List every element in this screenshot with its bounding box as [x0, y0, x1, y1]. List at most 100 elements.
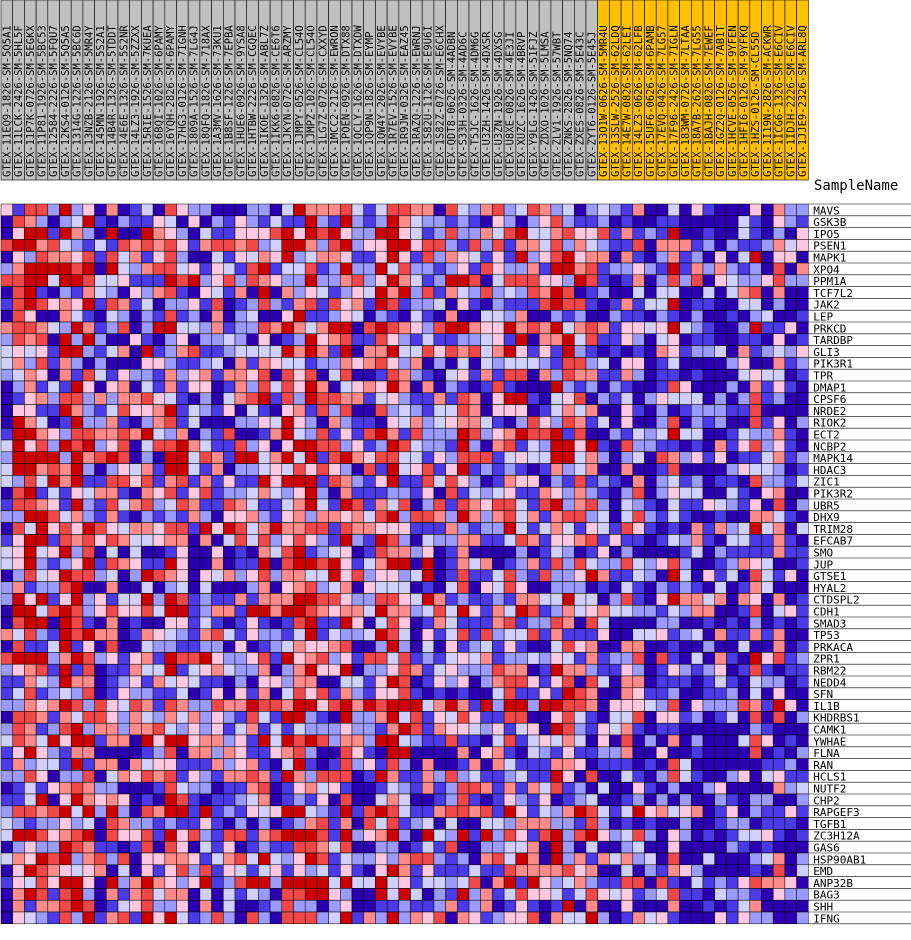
heatmap-cell [94, 663, 107, 677]
heatmap-cell [82, 628, 95, 641]
heatmap-cell [293, 274, 306, 287]
heatmap-cell [562, 793, 575, 807]
heatmap-cell [234, 746, 247, 759]
heatmap-cell [328, 628, 341, 641]
heatmap-cell [726, 899, 739, 913]
heatmap-cell [35, 486, 49, 500]
heatmap-cell [141, 722, 154, 736]
heatmap-cell [796, 793, 809, 807]
heatmap-cell [176, 746, 189, 759]
heatmap-cell [480, 333, 493, 346]
heatmap-cell [574, 734, 587, 748]
heatmap-cell [515, 475, 528, 488]
heatmap-cell [363, 770, 376, 783]
heatmap-cell [609, 616, 622, 630]
heatmap-cell [141, 545, 154, 559]
heatmap-cell [632, 286, 645, 299]
heatmap-cell [94, 829, 107, 842]
heatmap-cell [538, 805, 552, 818]
heatmap-cell [667, 805, 680, 818]
heatmap-cell [761, 687, 774, 700]
heatmap-cell [141, 911, 154, 925]
heatmap-cell [223, 486, 236, 500]
heatmap-cell [375, 286, 388, 299]
heatmap-cell [117, 652, 130, 665]
heatmap-cell [234, 722, 247, 736]
heatmap-cell [176, 498, 189, 512]
heatmap-cell [574, 239, 587, 252]
heatmap-cell [375, 805, 388, 818]
heatmap-cell [550, 203, 563, 217]
heatmap-cell [234, 451, 247, 464]
heatmap-cell [269, 699, 283, 712]
heatmap-cell [70, 593, 84, 606]
heatmap-cell [304, 840, 318, 854]
heatmap-cell [340, 711, 353, 724]
heatmap-cell [468, 321, 481, 335]
heatmap-cell [609, 758, 622, 771]
heatmap-cell [398, 817, 411, 830]
heatmap-cell [340, 687, 353, 700]
heatmap-cell [269, 687, 283, 700]
heatmap-cell [597, 475, 610, 488]
heatmap-cell [187, 805, 201, 818]
heatmap-cell [772, 663, 786, 677]
sample-label: GTEX-U3ZH-1426-SM-4DXSR [481, 31, 493, 177]
heatmap-cell [609, 687, 622, 700]
heatmap-cell [328, 227, 341, 240]
heatmap-cell [129, 628, 142, 641]
heatmap-cell [527, 770, 540, 783]
heatmap-cell [761, 569, 774, 582]
heatmap-cell [281, 569, 294, 582]
heatmap-cell [82, 357, 95, 370]
heatmap-cell [691, 616, 704, 630]
heatmap-cell [679, 345, 692, 358]
heatmap-cell [597, 451, 610, 464]
heatmap-cell [574, 758, 587, 771]
heatmap-cell [328, 840, 341, 854]
heatmap-cell [784, 392, 797, 405]
heatmap-cell [585, 557, 598, 571]
heatmap-cell [328, 888, 341, 901]
heatmap-cell [258, 451, 271, 464]
heatmap-cell [293, 817, 306, 830]
heatmap-cell [445, 805, 458, 818]
heatmap-cell [375, 416, 388, 429]
heatmap-cell [94, 250, 107, 264]
heatmap-cell [749, 817, 762, 830]
heatmap-cell [82, 451, 95, 464]
heatmap-cell [726, 663, 739, 677]
heatmap-cell [644, 758, 657, 771]
gene-label: ZC3H12A [813, 830, 860, 843]
heatmap-cell [784, 486, 797, 500]
heatmap-cell [164, 392, 177, 405]
heatmap-cell [527, 274, 540, 287]
heatmap-cell [784, 699, 797, 712]
heatmap-cell [12, 345, 25, 358]
sample-label: GTEX-1B8SF-1226-SM-7EPBA [224, 25, 236, 177]
heatmap-cell [714, 274, 727, 287]
heatmap-cell [375, 345, 388, 358]
heatmap-cell [351, 298, 364, 311]
heatmap-cell [410, 498, 423, 512]
heatmap-cell [609, 227, 622, 240]
heatmap-cell [94, 628, 107, 641]
heatmap-cell [234, 758, 247, 771]
heatmap-cell [35, 652, 49, 665]
heatmap-cell [667, 604, 680, 618]
heatmap-cell [468, 581, 481, 594]
heatmap-cell [772, 722, 786, 736]
heatmap-cell [597, 888, 610, 901]
heatmap-cell [772, 840, 786, 854]
heatmap-cell [503, 711, 517, 724]
heatmap-cell [737, 675, 751, 689]
heatmap-cell [749, 262, 762, 276]
heatmap-cell [375, 770, 388, 783]
heatmap-cell [585, 333, 598, 346]
heatmap-cell [164, 286, 177, 299]
heatmap-cell [691, 404, 704, 417]
heatmap-cell [328, 899, 341, 913]
heatmap-cell [328, 498, 341, 512]
heatmap-cell [35, 593, 49, 606]
heatmap-cell [258, 911, 271, 925]
